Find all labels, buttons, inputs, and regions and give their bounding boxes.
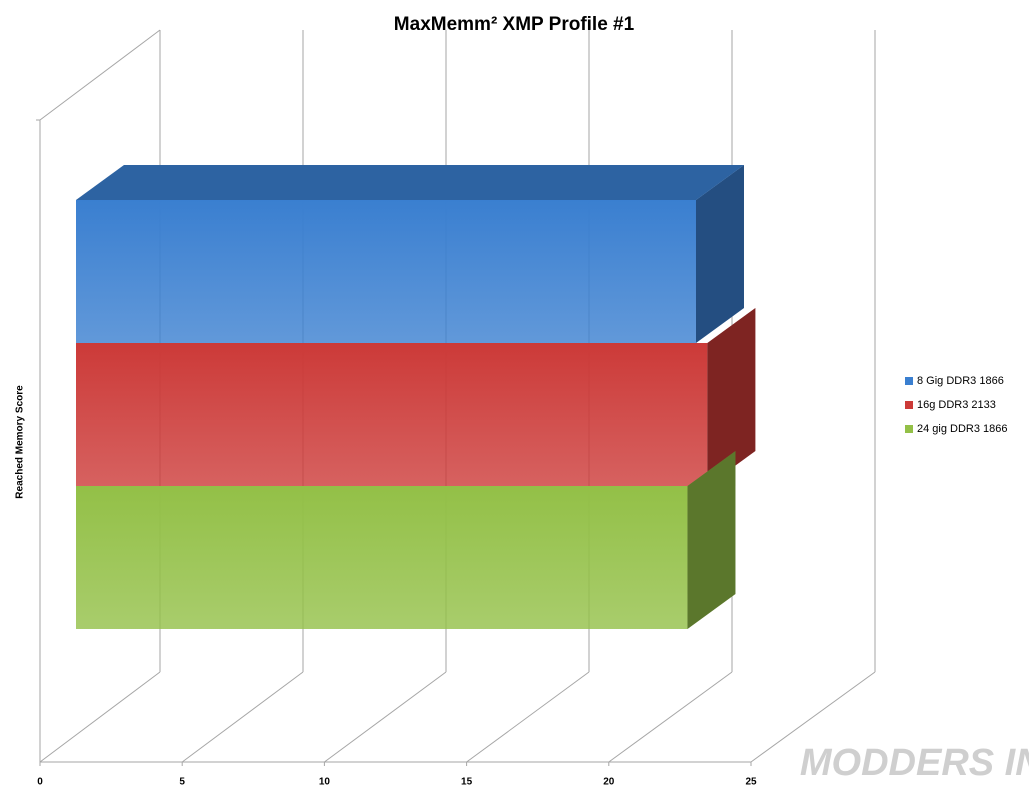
- legend-label: 8 Gig DDR3 1866: [917, 375, 1004, 387]
- x-tick-label: 10: [319, 777, 331, 788]
- bar-side: [687, 451, 736, 629]
- legend-swatch: [905, 425, 913, 433]
- grid-line: [324, 671, 447, 763]
- x-tick-label: 20: [603, 777, 615, 788]
- legend-label: 24 gig DDR3 1866: [917, 423, 1008, 435]
- bar-top-shade: [76, 165, 744, 200]
- grid-line: [39, 671, 161, 763]
- bar-side-shade: [707, 308, 756, 486]
- y-axis-label: Reached Memory Score: [15, 385, 26, 499]
- chart-title: MaxMemm² XMP Profile #1: [394, 14, 635, 35]
- grid-line: [181, 671, 304, 763]
- legend-label: 16g DDR3 2133: [917, 399, 996, 411]
- bar-top: [76, 165, 744, 200]
- x-tick-label: 15: [461, 777, 473, 788]
- legend-swatch: [905, 401, 913, 409]
- grid-line: [466, 671, 590, 763]
- grid-line: [608, 671, 733, 763]
- x-tick-label: 5: [179, 777, 185, 788]
- x-tick-label: 0: [37, 777, 43, 788]
- x-tick-label: 25: [745, 777, 757, 788]
- legend-swatch: [905, 377, 913, 385]
- bar-side-shade: [695, 165, 744, 343]
- axis-wall: [39, 29, 161, 121]
- bar-front: [76, 200, 696, 343]
- bar-front: [76, 486, 688, 629]
- watermark: MODDERS INC: [800, 742, 1029, 784]
- bar-side-shade: [687, 451, 736, 629]
- bar-side: [707, 308, 756, 486]
- bar-front: [76, 343, 708, 486]
- grid-line: [750, 671, 876, 763]
- bar-side: [695, 165, 744, 343]
